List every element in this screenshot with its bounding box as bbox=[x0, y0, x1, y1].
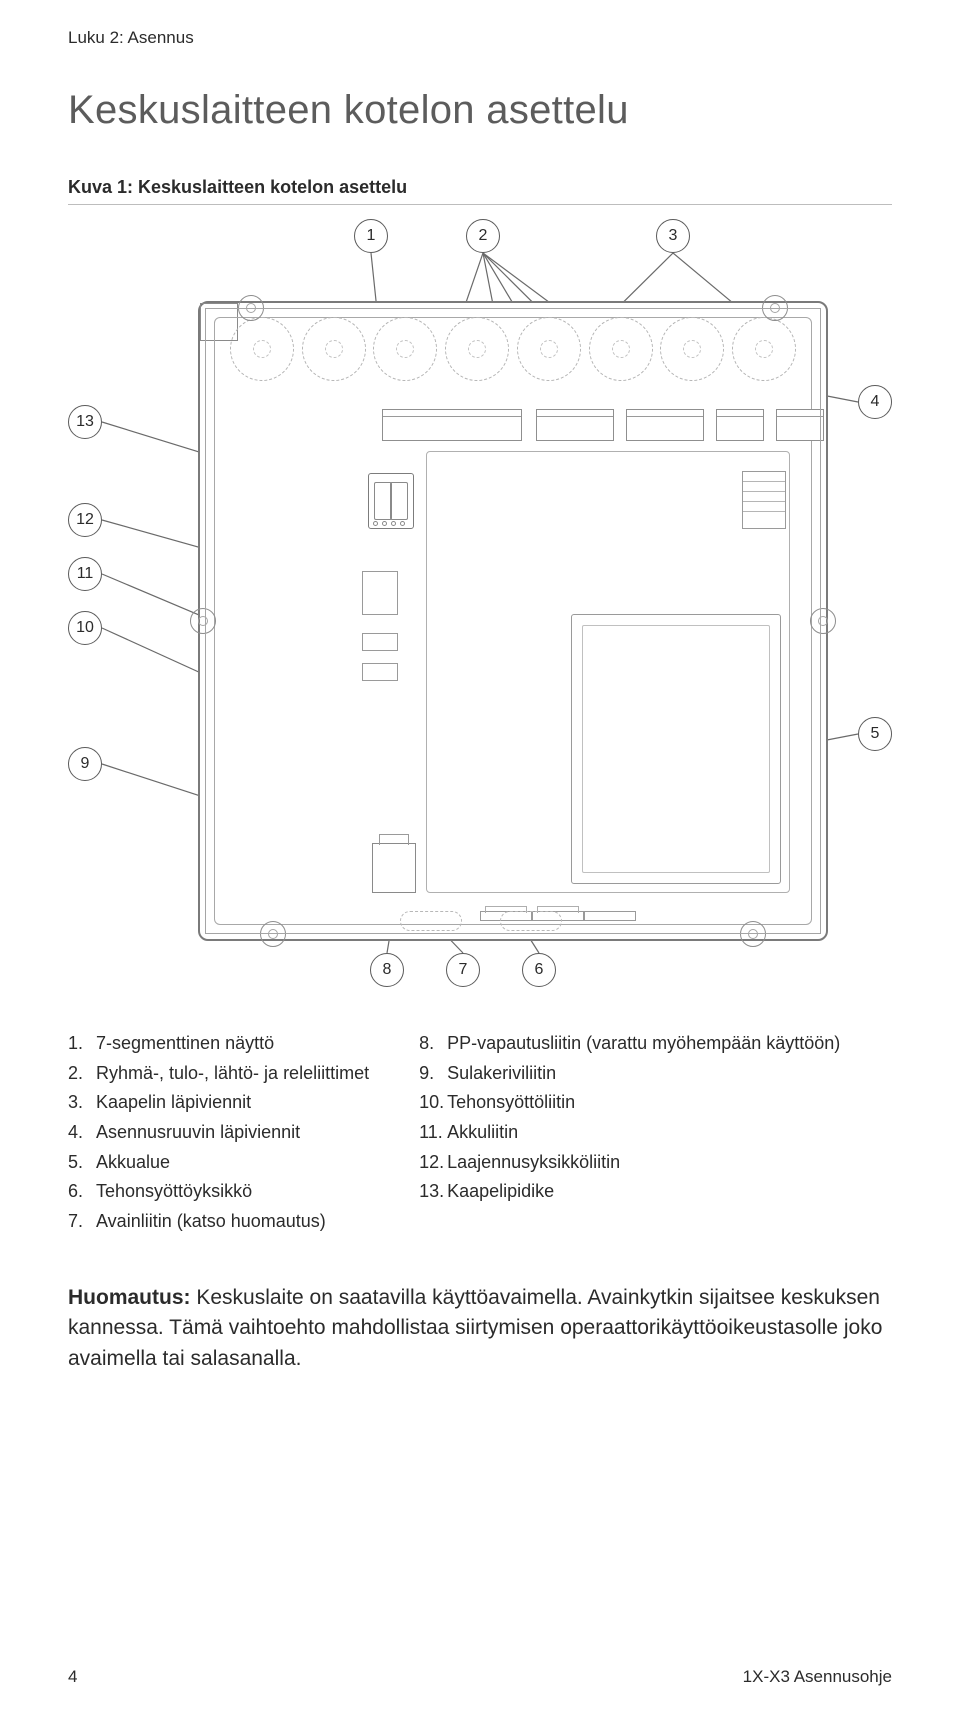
callout-13: 13 bbox=[68, 405, 102, 439]
page-footer: 4 1X-X3 Asennusohje bbox=[68, 1667, 892, 1687]
legend-text: Ryhmä-, tulo-, lähtö- ja releliittimet bbox=[96, 1059, 369, 1089]
callout-4: 4 bbox=[858, 385, 892, 419]
legend-text: Sulakeriviliitin bbox=[447, 1059, 556, 1089]
legend-text: Avainliitin (katso huomautus) bbox=[96, 1207, 326, 1237]
callout-7: 7 bbox=[446, 953, 480, 987]
legend-number: 6. bbox=[68, 1177, 96, 1207]
legend-item: 8.PP-vapautusliitin (varattu myöhempään … bbox=[419, 1029, 840, 1059]
knockout-icon bbox=[400, 911, 462, 931]
legend-number: 10. bbox=[419, 1088, 447, 1118]
callout-10: 10 bbox=[68, 611, 102, 645]
figure-caption: Kuva 1: Keskuslaitteen kotelon asettelu bbox=[68, 177, 892, 205]
legend-item: 6.Tehonsyöttöyksikkö bbox=[68, 1177, 369, 1207]
figure-legend: 1.7-segmenttinen näyttö2.Ryhmä-, tulo-, … bbox=[68, 1029, 892, 1237]
connector-icon bbox=[200, 303, 238, 341]
legend-item: 12.Laajennusyksikköliitin bbox=[419, 1148, 840, 1178]
legend-text: Kaapelin läpiviennit bbox=[96, 1088, 251, 1118]
callout-2: 2 bbox=[466, 219, 500, 253]
legend-text: Tehonsyöttöliitin bbox=[447, 1088, 575, 1118]
callout-6: 6 bbox=[522, 953, 556, 987]
legend-number: 1. bbox=[68, 1029, 96, 1059]
note-text: Keskuslaite on saatavilla käyttöavaimell… bbox=[68, 1286, 882, 1370]
page-number: 4 bbox=[68, 1667, 77, 1687]
doc-id: 1X-X3 Asennusohje bbox=[743, 1667, 892, 1687]
legend-item: 2.Ryhmä-, tulo-, lähtö- ja releliittimet bbox=[68, 1059, 369, 1089]
legend-item: 7.Avainliitin (katso huomautus) bbox=[68, 1207, 369, 1237]
legend-text: Akkualue bbox=[96, 1148, 170, 1178]
legend-item: 10.Tehonsyöttöliitin bbox=[419, 1088, 840, 1118]
legend-number: 5. bbox=[68, 1148, 96, 1178]
callout-5: 5 bbox=[858, 717, 892, 751]
chapter-header: Luku 2: Asennus bbox=[68, 28, 892, 48]
legend-item: 13.Kaapelipidike bbox=[419, 1177, 840, 1207]
callout-11: 11 bbox=[68, 557, 102, 591]
legend-item: 9.Sulakeriviliitin bbox=[419, 1059, 840, 1089]
callout-8: 8 bbox=[370, 953, 404, 987]
enclosure-diagram: 12345678910111213 bbox=[68, 219, 892, 989]
legend-item: 1.7-segmenttinen näyttö bbox=[68, 1029, 369, 1059]
enclosure-outline bbox=[198, 301, 828, 941]
legend-item: 5.Akkualue bbox=[68, 1148, 369, 1178]
callout-3: 3 bbox=[656, 219, 690, 253]
legend-number: 13. bbox=[419, 1177, 447, 1207]
legend-item: 4.Asennusruuvin läpiviennit bbox=[68, 1118, 369, 1148]
legend-item: 11.Akkuliitin bbox=[419, 1118, 840, 1148]
legend-number: 2. bbox=[68, 1059, 96, 1089]
callout-12: 12 bbox=[68, 503, 102, 537]
legend-number: 9. bbox=[419, 1059, 447, 1089]
callout-1: 1 bbox=[354, 219, 388, 253]
page-title: Keskuslaitteen kotelon asettelu bbox=[68, 88, 892, 133]
legend-text: Tehonsyöttöyksikkö bbox=[96, 1177, 252, 1207]
legend-text: 7-segmenttinen näyttö bbox=[96, 1029, 274, 1059]
legend-number: 7. bbox=[68, 1207, 96, 1237]
legend-text: Akkuliitin bbox=[447, 1118, 518, 1148]
legend-text: Laajennusyksikköliitin bbox=[447, 1148, 620, 1178]
legend-number: 11. bbox=[419, 1118, 447, 1148]
legend-number: 4. bbox=[68, 1118, 96, 1148]
legend-number: 8. bbox=[419, 1029, 447, 1059]
legend-number: 12. bbox=[419, 1148, 447, 1178]
legend-text: Asennusruuvin läpiviennit bbox=[96, 1118, 300, 1148]
note-paragraph: Huomautus: Keskuslaite on saatavilla käy… bbox=[68, 1283, 892, 1374]
legend-number: 3. bbox=[68, 1088, 96, 1118]
fuse-terminal-icon bbox=[372, 843, 416, 893]
callout-9: 9 bbox=[68, 747, 102, 781]
legend-item: 3.Kaapelin läpiviennit bbox=[68, 1088, 369, 1118]
cable-clip-icon bbox=[584, 911, 636, 921]
knockout-icon bbox=[500, 911, 562, 931]
note-label: Huomautus: bbox=[68, 1286, 191, 1309]
legend-text: Kaapelipidike bbox=[447, 1177, 554, 1207]
legend-text: PP-vapautusliitin (varattu myöhempään kä… bbox=[447, 1029, 840, 1059]
